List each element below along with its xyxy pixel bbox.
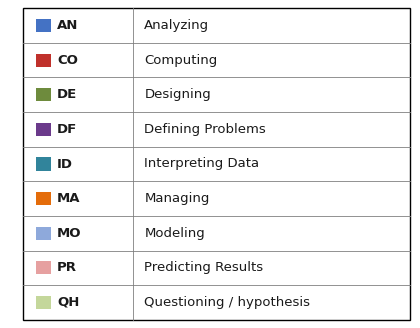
Text: Predicting Results: Predicting Results (144, 261, 263, 274)
Text: Managing: Managing (144, 192, 210, 205)
Bar (36, 227, 51, 240)
Text: Analyzing: Analyzing (144, 19, 210, 32)
Text: PR: PR (57, 261, 77, 274)
Text: Questioning / hypothesis: Questioning / hypothesis (144, 296, 310, 309)
Text: MA: MA (57, 192, 81, 205)
Text: MO: MO (57, 227, 82, 240)
Bar (36, 123, 51, 136)
Text: Designing: Designing (144, 88, 211, 101)
Text: ID: ID (57, 157, 73, 171)
Text: DF: DF (57, 123, 78, 136)
Bar (36, 19, 51, 32)
Bar (36, 53, 51, 67)
Text: CO: CO (57, 54, 78, 67)
Bar (36, 157, 51, 171)
Text: Modeling: Modeling (144, 227, 205, 240)
Text: Computing: Computing (144, 54, 218, 67)
Bar (36, 296, 51, 309)
Text: QH: QH (57, 296, 80, 309)
Bar (36, 88, 51, 101)
Bar (36, 192, 51, 205)
Text: AN: AN (57, 19, 79, 32)
Text: Interpreting Data: Interpreting Data (144, 157, 260, 171)
Text: DE: DE (57, 88, 78, 101)
Text: Defining Problems: Defining Problems (144, 123, 266, 136)
Bar (36, 261, 51, 275)
